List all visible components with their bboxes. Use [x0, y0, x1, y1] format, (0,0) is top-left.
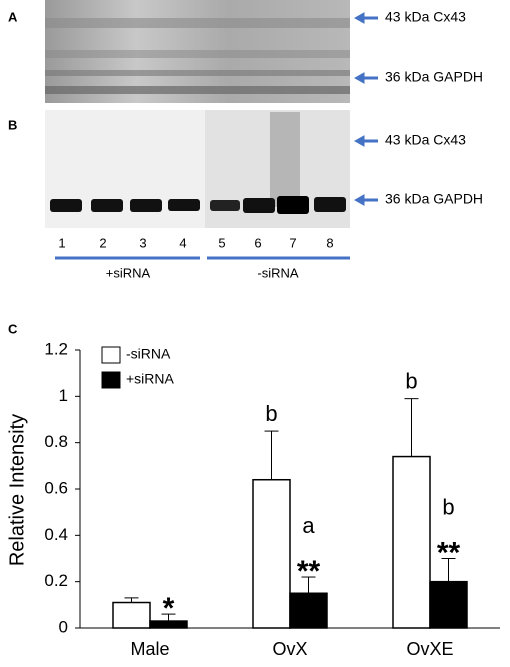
group-label: -siRNA — [257, 265, 298, 280]
legend-swatch — [101, 371, 121, 389]
bar — [392, 455, 431, 629]
lane-label: 5 — [218, 235, 225, 250]
bar-chart: 0 0.2 0.4 0.6 0.8 1 1.2 Male * OvX b ** a OvXE b ** b -si… — [44, 339, 500, 659]
group-letter: a — [302, 513, 315, 538]
group-letter: b — [405, 368, 417, 393]
arrow — [353, 12, 378, 206]
y-tick-label: 0.6 — [44, 478, 68, 497]
group-letter: b — [265, 401, 277, 426]
band-label: 36 kDa GAPDH — [385, 69, 483, 85]
legend-label: -siRNA — [126, 346, 171, 362]
y-tick-label: 1.2 — [44, 339, 68, 358]
bar — [252, 478, 291, 629]
bar — [429, 580, 468, 629]
group-letter: b — [442, 494, 454, 519]
y-axis-title: Relative Intensity — [6, 414, 28, 566]
significance: ** — [297, 555, 321, 588]
band-label: 43 kDa Cx43 — [385, 132, 466, 148]
panel-label: B — [8, 117, 17, 132]
band-label: 36 kDa GAPDH — [385, 191, 483, 207]
legend-swatch — [101, 346, 121, 364]
legend-label: +siRNA — [126, 371, 175, 387]
lane-label: 6 — [254, 235, 261, 250]
y-tick-label: 1 — [59, 386, 68, 405]
bar — [112, 601, 151, 629]
significance: ** — [437, 536, 461, 569]
x-tick-label: OvXE — [406, 639, 453, 659]
significance: * — [163, 592, 175, 625]
lane-labels: 1 2 3 4 5 6 7 8 — [58, 235, 333, 250]
legend: -siRNA +siRNA — [101, 346, 175, 389]
lane-label: 3 — [139, 235, 146, 250]
y-tick-label: 0.2 — [44, 571, 68, 590]
band-label: 43 kDa Cx43 — [385, 9, 466, 25]
y-tick-label: 0.8 — [44, 432, 68, 451]
blot-a — [45, 0, 350, 103]
y-tick-label: 0.4 — [44, 525, 68, 544]
x-tick-label: OvX — [272, 639, 307, 659]
blot-b — [45, 110, 350, 228]
group-label: +siRNA — [106, 265, 151, 280]
y-tick-label: 0 — [59, 617, 68, 636]
panel-label: C — [8, 321, 18, 336]
lane-label: 4 — [179, 235, 186, 250]
lane-label: 8 — [326, 235, 333, 250]
lane-label: 2 — [99, 235, 106, 250]
lane-label: 7 — [289, 235, 296, 250]
panel-label: A — [8, 9, 18, 24]
bar — [289, 592, 328, 629]
x-tick-label: Male — [130, 639, 169, 659]
lane-label: 1 — [58, 235, 65, 250]
